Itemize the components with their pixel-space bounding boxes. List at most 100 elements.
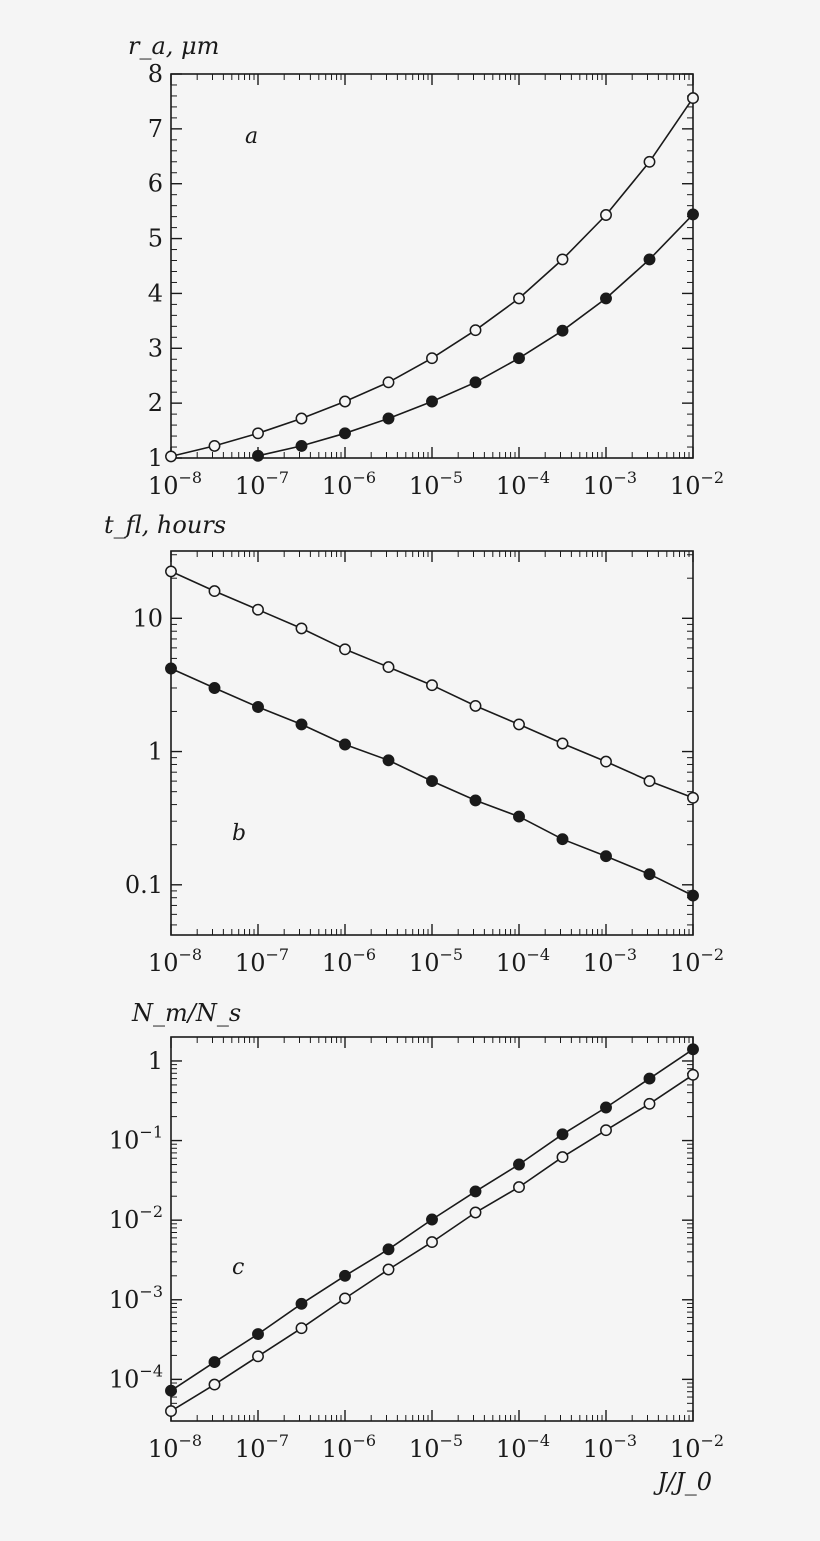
filled-circle-point: [687, 208, 699, 221]
filled-circle-point: [600, 850, 612, 863]
filled-circle-point: [252, 449, 264, 462]
x-tick-label: 10−5: [409, 468, 463, 500]
x-tick-label: 10−7: [235, 468, 289, 500]
open-circle-point: [687, 92, 699, 105]
y-tick-label: 1: [148, 738, 163, 766]
filled-circle-point: [687, 1043, 699, 1056]
x-tick-label: 10−6: [322, 1431, 376, 1463]
x-tick-label: 10−6: [322, 468, 376, 500]
panel-c-frame: [170, 1036, 694, 1422]
open-circle-point: [165, 565, 177, 578]
y-tick-label: 10−4: [109, 1361, 163, 1393]
open-circle-point: [252, 603, 264, 616]
panel-b-ylabel: t_fl, hours: [104, 511, 226, 539]
open-circle-point: [252, 427, 264, 440]
open-circle-point: [556, 737, 569, 750]
panel-c: N_m/N_s c J/J_0 110−110−210−310−4 10−8 10…: [109, 999, 724, 1496]
x-tick-label: 10−2: [670, 468, 724, 500]
y-tick-label: 5: [148, 225, 163, 253]
panel-b-marks: [165, 565, 699, 902]
x-tick-label: 10−3: [583, 1431, 637, 1463]
filled-circle-point: [469, 376, 482, 389]
filled-circle-point: [339, 1269, 351, 1282]
open-circle-point: [687, 791, 699, 804]
panel-c-y-ticks: 1 10−1 10−2 10−3 10−4: [109, 1047, 693, 1422]
open-circle-point: [643, 1097, 656, 1110]
x-tick-label: 10−8: [148, 945, 202, 977]
open-circle-point: [339, 1292, 351, 1305]
filled-circle-point: [295, 439, 308, 452]
x-tick-label: 10−7: [235, 1431, 289, 1463]
panel-c-marks: [165, 1043, 699, 1418]
open-circle-point: [600, 755, 612, 768]
panel-a-marks: [165, 92, 699, 463]
filled-circle-point: [426, 395, 438, 408]
open-circle-point: [252, 1350, 264, 1363]
filled-circle-point: [600, 292, 612, 305]
x-tick-label: 10−8: [148, 1431, 202, 1463]
open-circle-point: [382, 376, 395, 389]
open-circle-point: [643, 775, 656, 788]
open-circle-point: [382, 1263, 395, 1276]
y-tick-label: 8: [148, 60, 163, 88]
panel-c-x-ticks: 10−8 10−7 10−6 10−5 10−4 10−3 10−2: [148, 1037, 724, 1463]
open-circle-point: [426, 1236, 438, 1249]
filled-circle-point: [339, 427, 351, 440]
open-circle-point: [600, 1124, 612, 1137]
open-circle-point: [469, 699, 482, 712]
panel-c-label: c: [232, 1255, 244, 1280]
open-circle-point: [165, 1405, 177, 1418]
open-circle-point: [556, 1151, 569, 1164]
y-tick-label: 10−3: [109, 1282, 163, 1314]
open-circle-point: [295, 1322, 308, 1335]
open-circle-point: [208, 1378, 221, 1391]
filled-circle-point: [165, 662, 177, 675]
panel-a-x-ticks: 10−8 10−7 10−6 10−5 10−4 10−3 10−2: [148, 74, 724, 500]
x-tick-label: 10−4: [496, 945, 550, 977]
panel-b-x-ticks: 10−8 10−7 10−6 10−5 10−4 10−3 10−2: [148, 551, 724, 977]
x-tick-label: 10−4: [496, 1431, 550, 1463]
open-circle-point: [687, 1068, 699, 1081]
x-tick-label: 10−3: [583, 945, 637, 977]
x-tick-label: 10−7: [235, 945, 289, 977]
filled-circle-point: [513, 352, 525, 365]
filled-circle-point: [513, 810, 525, 823]
y-tick-label: 0.1: [125, 871, 163, 899]
y-tick-label: 4: [148, 279, 163, 307]
panel-b-frame: [170, 550, 694, 936]
filled-circle-point: [382, 754, 395, 767]
filled-circle-point: [252, 1328, 264, 1341]
filled-circle-point: [426, 1213, 438, 1226]
open-circle-point: [643, 155, 656, 168]
open-circle-point: [513, 1181, 525, 1194]
y-tick-label: 2: [148, 389, 163, 417]
open-circle-point: [295, 412, 308, 425]
panel-c-ylabel: N_m/N_s: [131, 999, 241, 1027]
open-circle-point: [426, 679, 438, 692]
x-tick-label: 10−2: [670, 1431, 724, 1463]
filled-circle-point: [382, 1243, 395, 1256]
filled-circle-point: [556, 1128, 569, 1141]
y-tick-label: 1: [148, 444, 163, 472]
y-tick-label: 10−2: [109, 1202, 163, 1234]
filled-circle-point: [643, 253, 656, 266]
open-circle-point: [513, 292, 525, 305]
filled-circle-point: [208, 1356, 221, 1369]
open-circle-point: [382, 661, 395, 674]
y-tick-label: 3: [148, 334, 163, 362]
filled-circle-point: [339, 738, 351, 751]
panel-b-y-ticks: 0.1 1 10: [125, 554, 693, 926]
x-tick-label: 10−6: [322, 945, 376, 977]
filled-circle-point: [556, 324, 569, 337]
filled-circle-point: [469, 1185, 482, 1198]
open-circle-point: [165, 450, 177, 463]
panel-b-label: b: [232, 821, 246, 846]
filled-circle-point: [252, 701, 264, 713]
y-tick-label: 1: [148, 1047, 163, 1075]
filled-circle-point: [513, 1158, 525, 1171]
panel-a-label: a: [245, 124, 258, 149]
filled-circle-point: [600, 1101, 612, 1114]
filled-circle-point: [643, 868, 656, 881]
